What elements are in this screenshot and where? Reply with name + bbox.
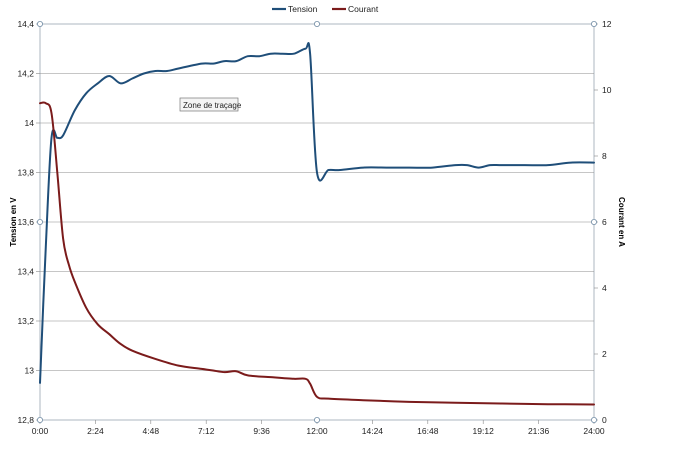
x-tick-label: 14:24 (362, 426, 384, 436)
grid-layer (40, 73, 594, 371)
y-right-tick-label: 4 (602, 283, 607, 293)
x-tick-label: 21:36 (528, 426, 550, 436)
x-tick-label: 19:12 (473, 426, 495, 436)
y-left-tick-label: 13 (25, 366, 35, 376)
tooltip: Zone de traçage (179, 97, 242, 112)
axes-layer: 12,8 13 13,2 13,4 13,6 13,8 14 14,2 14,4 0 2 4 6 8 10 1… (17, 19, 611, 436)
x-tick-label: 16:48 (417, 426, 439, 436)
y-left-tick-label: 13,2 (17, 316, 34, 326)
resize-handle[interactable] (37, 20, 44, 27)
resize-handle[interactable] (37, 218, 44, 225)
x-tick-label: 24:00 (583, 426, 605, 436)
resize-handle[interactable] (591, 20, 598, 27)
y-right-tick-label: 6 (602, 217, 607, 227)
resize-handle[interactable] (313, 20, 320, 27)
y-left-tick-label: 12,8 (17, 415, 34, 425)
resize-handle[interactable] (313, 416, 320, 423)
legend-label-tension: Tension (288, 4, 318, 14)
y-right-tick-label: 10 (602, 85, 612, 95)
selection-handles[interactable] (37, 20, 598, 423)
tooltip-box (179, 97, 239, 112)
y-right-tick-label: 8 (602, 151, 607, 161)
series-layer (39, 42, 595, 406)
x-tick-label: 2:24 (87, 426, 104, 436)
series-line-courant[interactable] (39, 101, 595, 406)
y-left-tick-label: 14,2 (17, 69, 34, 79)
series-line-tension[interactable] (39, 42, 595, 384)
y-right-tick-label: 2 (602, 349, 607, 359)
y-right-tick-label: 0 (602, 415, 607, 425)
resize-handle[interactable] (591, 218, 598, 225)
x-tick-label: 7:12 (198, 426, 215, 436)
tooltip-text: Zone de traçage (183, 101, 242, 110)
y-axis-left-title: Tension en V (9, 197, 18, 247)
x-tick-label: 0:00 (32, 426, 49, 436)
y-right-tick-label: 12 (602, 19, 612, 29)
y-left-tick-label: 13,4 (17, 267, 34, 277)
resize-handle[interactable] (591, 416, 598, 423)
y-left-tick-label: 14,4 (17, 19, 34, 29)
y-left-tick-label: 14 (25, 118, 35, 128)
y-axis-right-title: Courant en A (617, 197, 626, 247)
y-left-tick-label: 13,6 (17, 217, 34, 227)
x-tick-label: 12:00 (306, 426, 328, 436)
legend-label-courant: Courant (348, 4, 379, 14)
resize-handle[interactable] (37, 416, 44, 423)
x-tick-label: 4:48 (143, 426, 160, 436)
legend[interactable]: Tension Courant (272, 4, 379, 14)
y-left-tick-label: 13,8 (17, 168, 34, 178)
x-tick-label: 9:36 (253, 426, 270, 436)
